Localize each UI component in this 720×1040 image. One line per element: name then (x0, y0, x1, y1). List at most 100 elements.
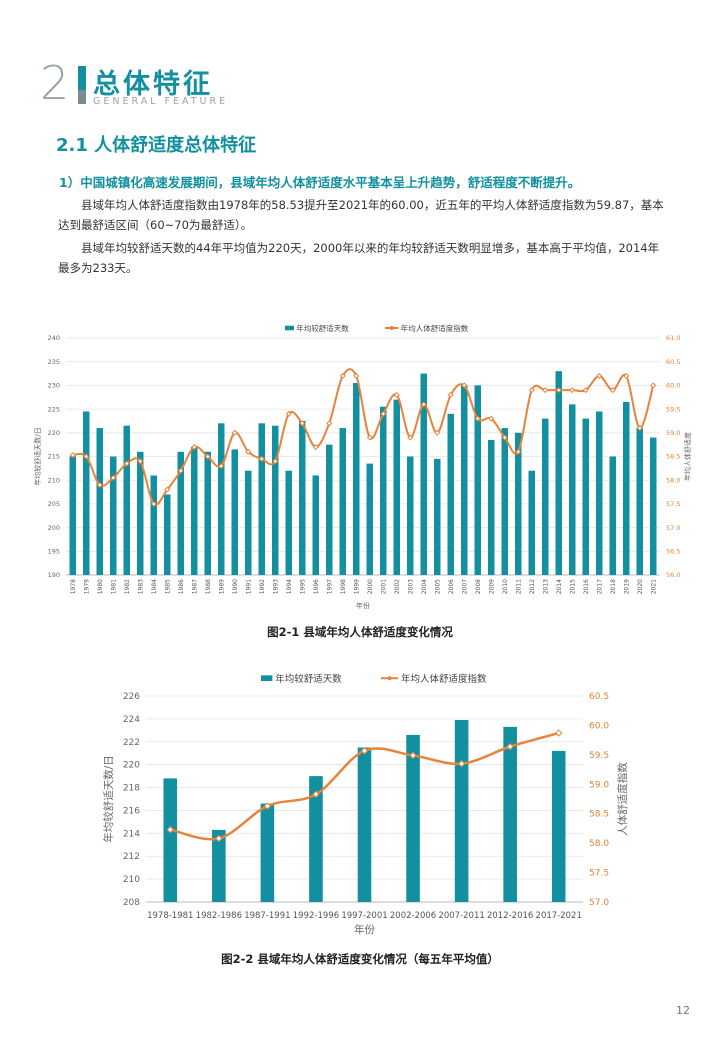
line-point-marker (360, 747, 369, 755)
line-point-marker (258, 455, 265, 462)
legend-bar-swatch (261, 675, 273, 682)
x-tick-label: 2008 (475, 579, 482, 594)
y2-tick-label: 59.5 (666, 405, 680, 413)
x-tick-label: 1981 (110, 579, 117, 594)
line-point-marker (285, 410, 292, 417)
line-point-marker (447, 391, 454, 398)
y-tick-label: 230 (48, 382, 60, 390)
y2-tick-label: 57.5 (589, 869, 609, 879)
line-point-marker (263, 802, 272, 810)
bar (474, 385, 481, 575)
chart2-caption: 图2-2 县域年均人体舒适度变化情况（每五年平均值） (221, 952, 499, 966)
line-point-marker (166, 825, 174, 834)
bar (407, 456, 414, 575)
y-tick-label: 215 (48, 453, 60, 461)
line-point-marker (164, 486, 171, 493)
x-tick-label: 2017 (596, 579, 603, 594)
line-point-marker (474, 415, 481, 422)
x-tick-label: 1989 (218, 579, 225, 594)
legend-line-marker (389, 326, 394, 330)
section-subtitle: 1）中国城镇化高速发展期间，县域年均人体舒适度水平基本呈上升趋势，舒适程度不断提… (59, 175, 581, 190)
bar (366, 463, 373, 575)
x-tick-label: 2010 (502, 579, 509, 594)
line-point-marker (434, 429, 441, 436)
line-point-marker (582, 387, 589, 394)
legend-bar-swatch (285, 325, 294, 331)
line-point-marker (528, 387, 535, 394)
y2-tick-label: 60.5 (589, 692, 609, 702)
bar (582, 418, 589, 575)
bar (650, 437, 657, 575)
y-tick-label: 210 (123, 875, 140, 885)
y2-tick-label: 61.0 (666, 334, 680, 342)
y2-tick-label: 57.0 (666, 524, 680, 532)
bar (353, 383, 360, 575)
bar (488, 439, 495, 575)
y-tick-label: 214 (123, 829, 140, 839)
bar (83, 411, 90, 575)
header-title: 总体特征 (93, 69, 213, 100)
line-point-marker (137, 458, 144, 465)
y2-axis-title: 年均人体舒适度 (683, 432, 692, 481)
y2-tick-label: 59.0 (666, 429, 680, 437)
line-point-marker (69, 452, 76, 459)
x-tick-label: 2003 (407, 579, 414, 594)
line-point-marker (326, 420, 333, 427)
y-tick-label: 220 (48, 429, 60, 437)
x-tick-label: 2012-2016 (487, 911, 533, 921)
y2-tick-label: 57.0 (589, 898, 609, 908)
bar (609, 456, 616, 575)
bar (623, 401, 630, 575)
bar (163, 778, 178, 902)
y-tick-label: 190 (48, 571, 60, 579)
x-tick-label: 1995 (299, 579, 306, 594)
line-point-marker (218, 462, 225, 469)
y2-tick-label: 60.5 (666, 358, 680, 366)
line-point-marker (609, 387, 616, 394)
y-tick-label: 235 (48, 358, 60, 366)
x-tick-label: 1992 (259, 579, 266, 594)
x-tick-label: 2020 (637, 579, 644, 594)
x-tick-label: 2016 (583, 579, 590, 594)
line-point-marker (623, 372, 630, 379)
bar (299, 420, 306, 575)
x-tick-label: 2014 (556, 579, 563, 594)
line-point-marker (380, 410, 387, 417)
bar (123, 425, 130, 575)
bar (503, 726, 517, 902)
x-tick-label: 1987-1991 (244, 911, 290, 921)
legend-line-label: 年均人体舒适度指数 (401, 673, 487, 685)
section-title: 2.1 人体舒适度总体特征 (56, 135, 257, 156)
bar (326, 444, 333, 575)
line-point-marker (231, 429, 238, 436)
line-point-marker (542, 387, 549, 394)
x-tick-label: 2004 (421, 579, 428, 594)
bar (96, 428, 103, 575)
line-point-marker (506, 742, 514, 751)
chart-annual-comfort: 240 235 230 225 220 215 210 205 200 195 190 61.0 60.… (33, 323, 692, 610)
bar (528, 470, 535, 575)
line-point-marker (515, 448, 522, 455)
bar (218, 423, 225, 575)
legend-line-marker (387, 676, 392, 681)
line-point-marker (150, 500, 157, 507)
y-tick-label: 208 (123, 898, 140, 908)
x-tick-label: 1982 (124, 579, 131, 594)
y2-tick-label: 58.0 (589, 839, 609, 849)
bar (636, 428, 643, 575)
x-tick-label: 2017-2021 (536, 911, 582, 921)
y-tick-label: 200 (48, 524, 60, 532)
y-tick-label: 220 (123, 761, 140, 771)
bar (406, 734, 420, 902)
x-tick-label: 1986 (178, 579, 185, 594)
bar (69, 456, 76, 575)
bar (454, 720, 469, 902)
y2-tick-label: 60.0 (666, 382, 680, 390)
bar (258, 423, 265, 575)
page-number: 12 (676, 1004, 690, 1017)
bar (204, 451, 211, 575)
line-point-marker (461, 382, 468, 389)
bar (309, 776, 323, 902)
y-tick-label: 224 (123, 715, 140, 725)
y-tick-label: 226 (123, 692, 140, 702)
